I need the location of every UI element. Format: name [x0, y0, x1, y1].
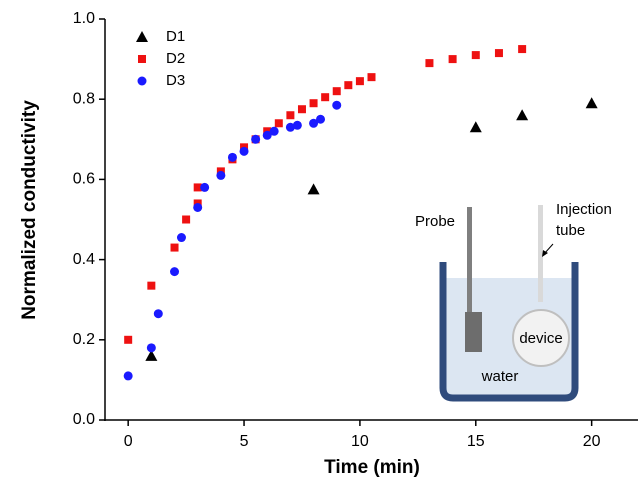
data-point — [471, 51, 480, 60]
x-tick-label: 5 — [240, 433, 249, 450]
y-tick-label: 0.8 — [73, 90, 95, 107]
x-tick-label: 15 — [467, 433, 485, 450]
data-point — [123, 371, 133, 381]
data-point — [153, 309, 163, 319]
data-point — [448, 55, 457, 64]
data-point — [316, 114, 326, 124]
data-point — [286, 111, 295, 120]
data-point — [170, 267, 180, 277]
data-point — [585, 97, 598, 109]
data-point — [182, 215, 191, 224]
data-point — [321, 93, 330, 102]
annotation: Injection — [556, 201, 612, 218]
y-axis-label: Normalized conductivity — [19, 100, 40, 320]
data-point — [518, 45, 527, 54]
probe-rod — [467, 207, 472, 313]
probe-tip — [465, 312, 482, 352]
legend-label: D3 — [166, 72, 185, 89]
data-point — [176, 233, 186, 243]
legend-label: D2 — [166, 50, 185, 67]
data-point — [494, 49, 503, 58]
annotation: water — [481, 368, 519, 385]
y-tick-label: 0.0 — [73, 411, 95, 428]
data-point — [145, 349, 158, 361]
data-point — [239, 146, 249, 156]
beaker — [439, 262, 579, 402]
annotation: tube — [556, 222, 585, 239]
data-point — [355, 77, 364, 86]
data-point — [193, 183, 202, 192]
data-point — [285, 122, 295, 132]
y-tick-label: 1.0 — [73, 10, 95, 27]
annotation: device — [519, 330, 562, 347]
data-point — [297, 105, 306, 114]
x-tick-label: 0 — [124, 433, 133, 450]
data-point — [147, 281, 156, 290]
legend-label: D1 — [166, 28, 185, 45]
data-point — [367, 73, 376, 82]
data-point — [262, 130, 272, 140]
x-tick-label: 20 — [583, 433, 601, 450]
data-point — [146, 343, 156, 353]
data-point — [425, 59, 434, 68]
annotation: Probe — [415, 213, 455, 230]
data-point — [216, 170, 226, 180]
data-point — [227, 152, 237, 162]
data-point — [124, 335, 133, 344]
y-tick-label: 0.4 — [73, 251, 95, 268]
x-axis-label: Time (min) — [324, 457, 420, 478]
legend-marker — [137, 76, 147, 86]
legend-marker — [136, 31, 148, 42]
y-tick-label: 0.6 — [73, 171, 95, 188]
x-tick-label: 10 — [351, 433, 369, 450]
arrow-head — [542, 250, 548, 257]
data-point — [193, 202, 203, 212]
data-point — [332, 100, 342, 110]
device — [512, 309, 570, 367]
data-point — [200, 182, 210, 192]
data-point — [269, 126, 279, 136]
injection-tube — [538, 205, 543, 302]
data-point — [516, 109, 529, 121]
data-point — [344, 81, 353, 90]
data-point — [274, 119, 283, 128]
inset-diagram: Probe Injection tube device water — [415, 201, 612, 402]
data-point — [309, 118, 319, 128]
data-point — [170, 243, 179, 252]
data-point — [307, 183, 320, 195]
data-point — [309, 99, 318, 108]
data-point — [332, 87, 341, 96]
y-tick-label: 0.2 — [73, 331, 95, 348]
data-point — [292, 120, 302, 130]
legend-marker — [138, 55, 146, 63]
data-point — [251, 134, 261, 144]
data-point — [469, 121, 482, 133]
